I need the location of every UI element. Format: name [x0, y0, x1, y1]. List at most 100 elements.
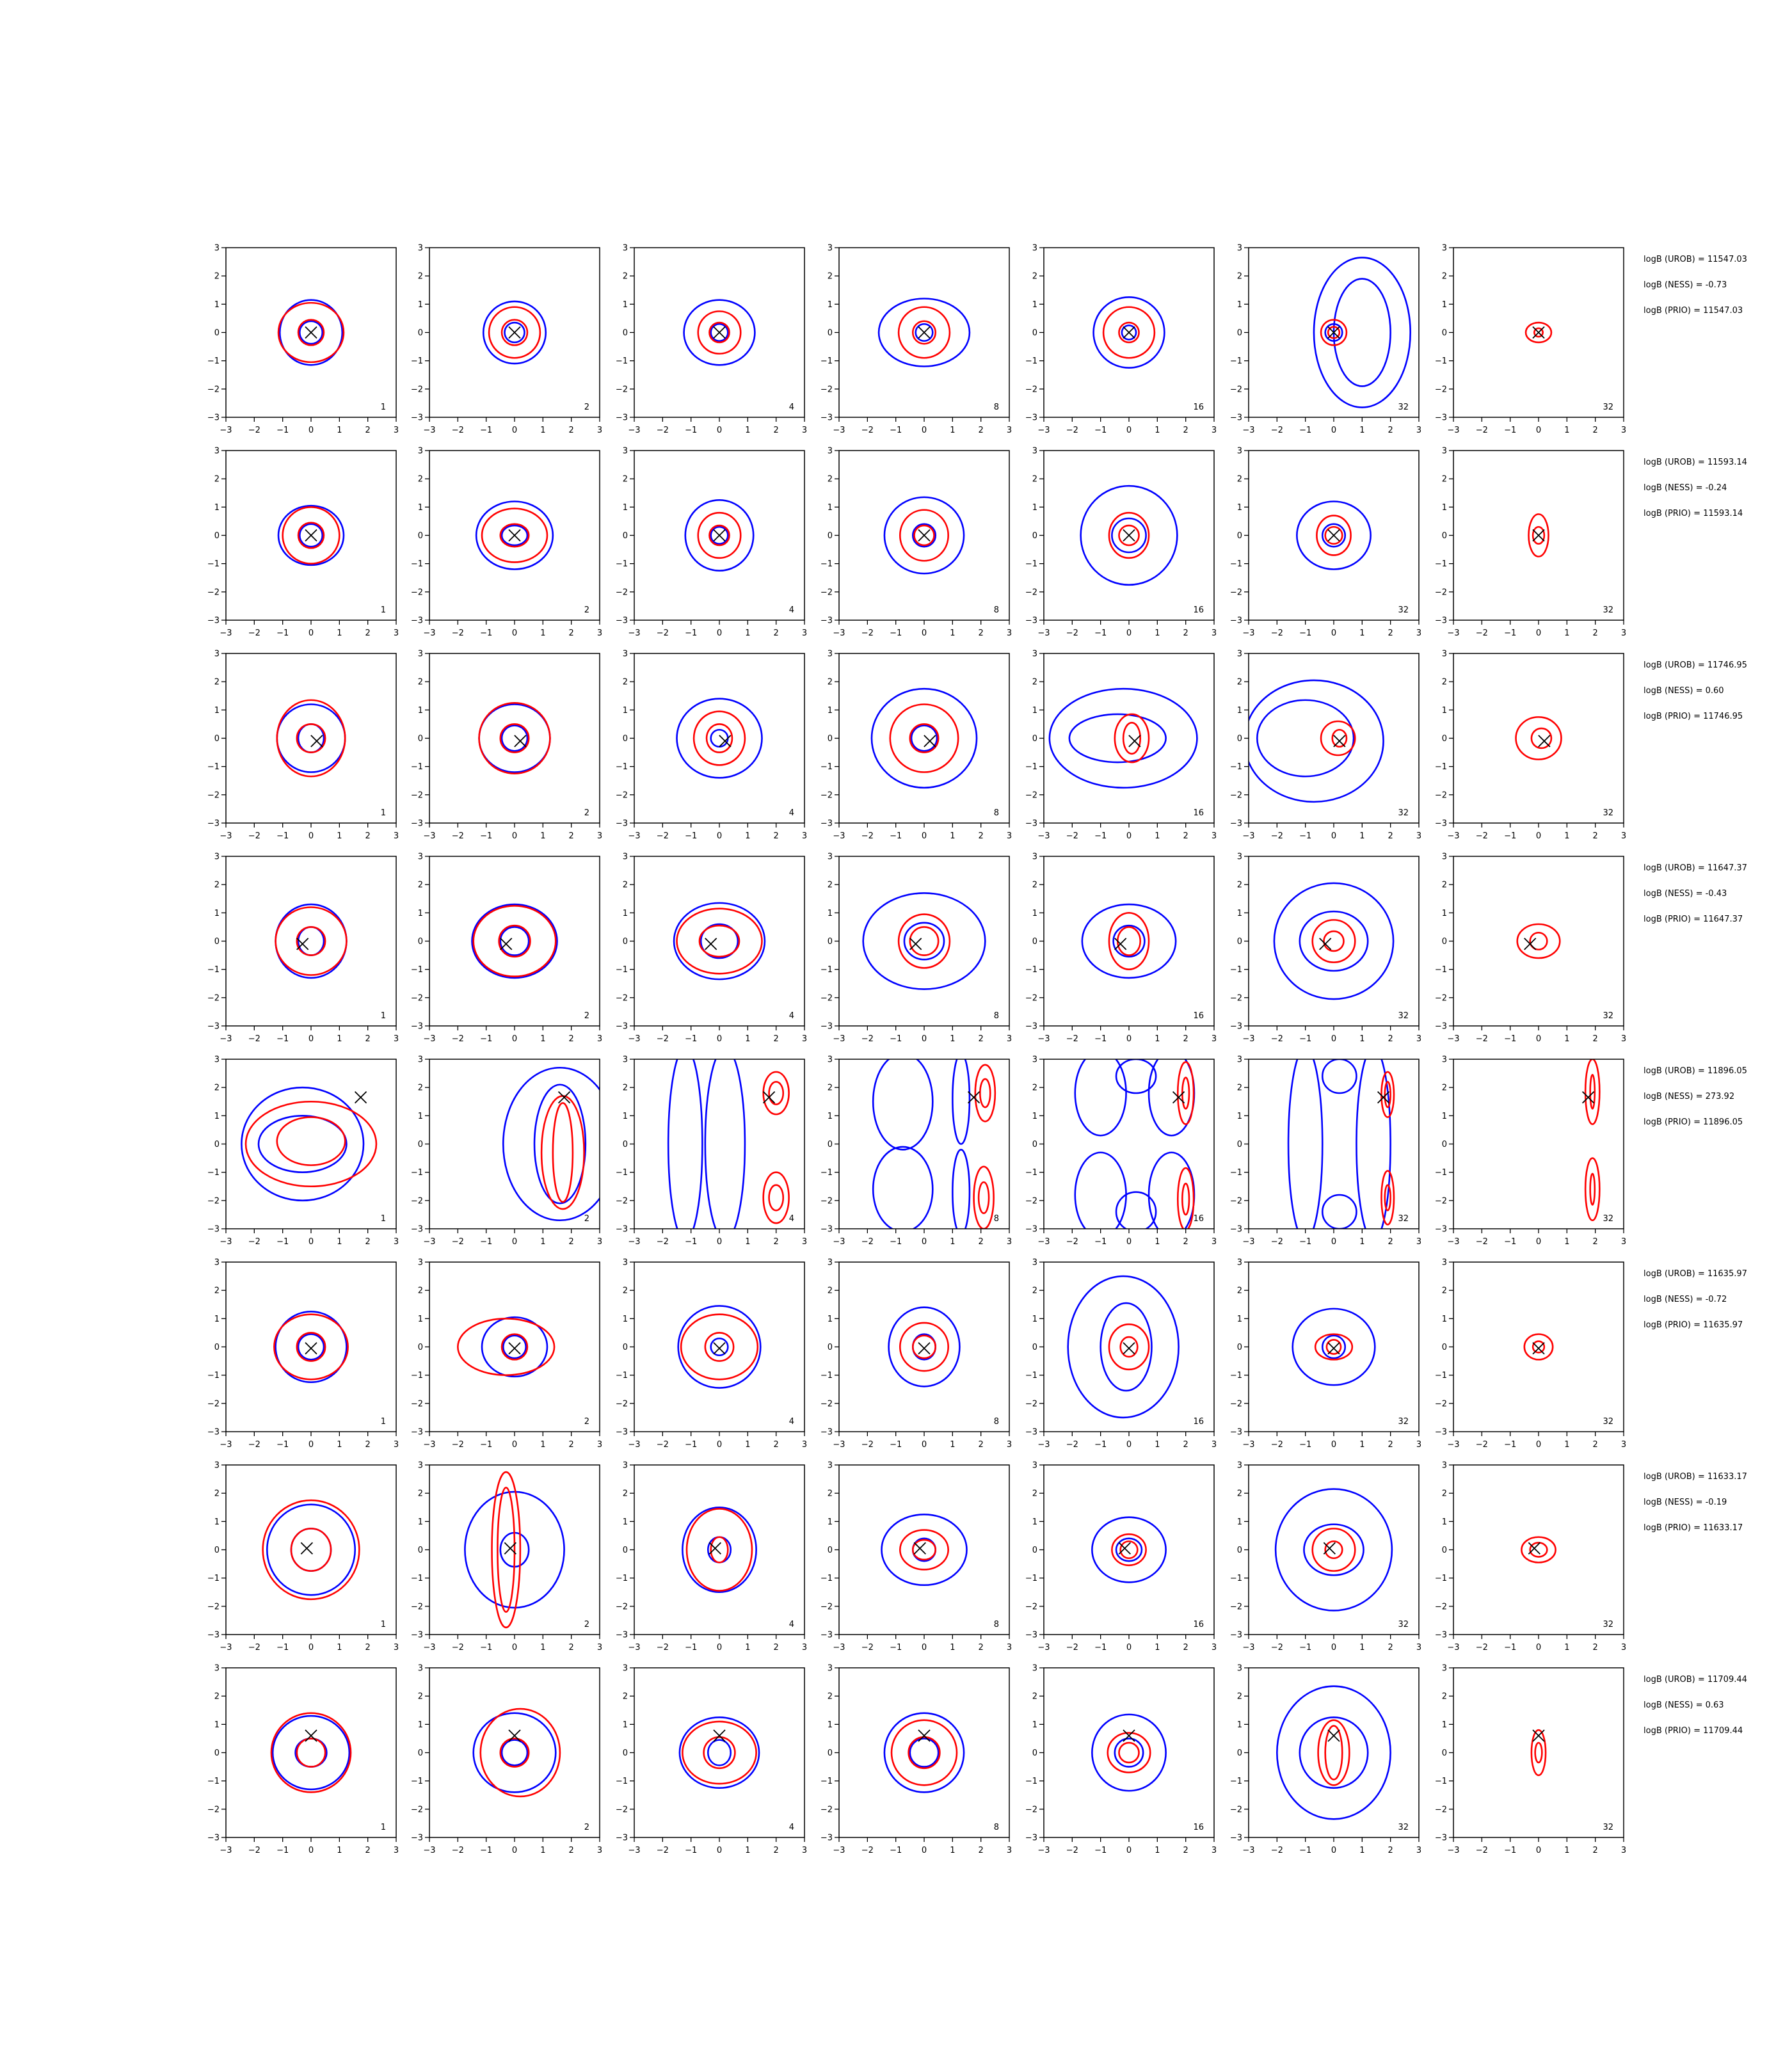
contour-layer — [1067, 1275, 1180, 1419]
y-tick-label: −3 — [820, 1225, 833, 1235]
panel-label: 16 — [1193, 1011, 1204, 1021]
red-contour-2 — [498, 924, 531, 958]
red-contour-1 — [1584, 1059, 1601, 1125]
y-tick-label: −3 — [207, 413, 220, 423]
y-tick-label: −3 — [616, 1225, 628, 1235]
y-tick-label: −1 — [207, 1371, 220, 1380]
contour-layer — [877, 298, 971, 367]
y-tick-label: 0 — [418, 1748, 423, 1758]
x-marker — [305, 1729, 317, 1742]
x-tick-label: 0 — [1536, 1034, 1541, 1044]
x-tick-label: −3 — [1242, 1034, 1254, 1044]
red-contour-2 — [704, 1332, 735, 1362]
x-tick-label: −1 — [685, 1846, 697, 1855]
x-tick-label: −2 — [1476, 426, 1488, 435]
contour-layer — [676, 698, 763, 779]
y-tick-label: −2 — [820, 1399, 833, 1409]
y-tick-label: 3 — [1442, 852, 1447, 862]
y-tick-label: −3 — [616, 1022, 628, 1032]
blue-contour-1 — [877, 298, 971, 367]
y-tick-label: 2 — [1032, 272, 1037, 282]
blue-contour-2 — [257, 1115, 348, 1173]
x-tick-label: 3 — [1212, 1846, 1217, 1855]
y-tick-label: −3 — [1230, 1631, 1242, 1640]
x-marker — [762, 1091, 776, 1104]
x-tick-label: 1 — [1155, 1643, 1160, 1652]
y-tick-label: −2 — [820, 993, 833, 1003]
y-tick-label: 3 — [623, 1664, 628, 1674]
x-tick-label: 1 — [950, 426, 955, 435]
x-tick-label: −1 — [1094, 1643, 1107, 1652]
x-tick-label: −3 — [1447, 1846, 1459, 1855]
x-tick-label: −2 — [861, 831, 874, 841]
x-tick-label: 0 — [1331, 1237, 1336, 1247]
panel-r2-c4: −3−3 −2 −2 −1 −1 0 0 1 1 2 2 3 3 8 — [820, 447, 1012, 639]
panel-r8-c4: −3−3 −2 −2 −1 −1 0 0 1 1 2 2 3 3 8 — [820, 1664, 1012, 1856]
x-tick-label: −2 — [861, 1034, 874, 1044]
y-tick-label: 3 — [1237, 1461, 1242, 1471]
blue-contour-2 — [1299, 1716, 1369, 1789]
y-tick-label: 1 — [418, 300, 423, 310]
y-tick-label: −3 — [411, 1022, 423, 1032]
red-contour-2 — [708, 524, 730, 547]
y-tick-label: 1 — [1237, 503, 1242, 513]
contour-layer — [1581, 1059, 1601, 1222]
panel-r8-c6: −3−3 −2 −2 −1 −1 0 0 1 1 2 2 3 3 32 — [1230, 1664, 1421, 1856]
y-tick-label: 1 — [623, 300, 628, 310]
x-tick-label: −2 — [657, 831, 669, 841]
y-tick-label: 2 — [1237, 1692, 1242, 1702]
x-tick-label: 0 — [1126, 1846, 1132, 1855]
y-tick-label: 0 — [1032, 1748, 1037, 1758]
panel-label: 8 — [994, 1620, 999, 1629]
y-tick-label: −1 — [1230, 762, 1242, 772]
x-tick-label: 2 — [569, 628, 574, 638]
x-marker — [1532, 1342, 1545, 1355]
x-marker — [354, 1091, 367, 1104]
x-tick-label: −2 — [1476, 1846, 1488, 1855]
x-tick-label: 3 — [1212, 1643, 1217, 1652]
red-contour-2 — [499, 523, 530, 548]
x-marker — [1114, 938, 1127, 950]
blue-contour-2 — [502, 1334, 527, 1359]
x-marker — [1532, 529, 1545, 542]
x-tick-label: 0 — [717, 831, 722, 841]
x-marker — [1172, 1091, 1185, 1104]
blue-contour-2 — [1303, 1523, 1364, 1576]
y-tick-label: 1 — [214, 909, 220, 918]
contour-layer — [270, 1712, 352, 1793]
x-tick-label: −3 — [628, 831, 640, 841]
panel-r7-c3: −3−3 −2 −2 −1 −1 0 0 1 1 2 2 3 3 4 — [616, 1461, 807, 1653]
y-tick-label: 0 — [1032, 734, 1037, 744]
y-tick-label: 0 — [1442, 531, 1447, 541]
y-tick-label: −2 — [411, 385, 423, 394]
red-contour-1 — [276, 699, 346, 778]
y-tick-label: 1 — [214, 300, 220, 310]
x-tick-label: −3 — [833, 1643, 845, 1652]
y-tick-label: 3 — [1032, 1664, 1037, 1674]
y-tick-label: 2 — [1237, 272, 1242, 282]
y-tick-label: 3 — [418, 852, 423, 862]
contour-layer — [682, 1506, 757, 1594]
panel-r4-c1: −3−3 −2 −2 −1 −1 0 0 1 1 2 2 3 3 1 — [207, 852, 399, 1044]
y-tick-label: −3 — [207, 1834, 220, 1843]
x-tick-label: 1 — [745, 1643, 750, 1652]
x-tick-label: 1 — [540, 1643, 545, 1652]
x-tick-label: 0 — [512, 426, 517, 435]
red-contour-3 — [762, 1171, 790, 1224]
x-tick-label: −2 — [1476, 1034, 1488, 1044]
y-tick-label: −1 — [616, 762, 628, 772]
x-tick-label: −3 — [220, 831, 232, 841]
blue-contour-2 — [910, 724, 938, 752]
y-tick-label: −1 — [207, 1574, 220, 1583]
x-tick-label: −3 — [1037, 628, 1050, 638]
y-tick-label: 0 — [828, 1546, 833, 1555]
y-tick-label: −3 — [616, 1428, 628, 1437]
y-tick-label: 3 — [1237, 1055, 1242, 1065]
red-contour-2 — [710, 1536, 729, 1564]
y-tick-label: 3 — [214, 244, 220, 253]
y-tick-label: −1 — [1230, 1371, 1242, 1380]
x-marker — [557, 1091, 571, 1104]
red-contour-2 — [1530, 727, 1553, 749]
y-tick-label: −2 — [616, 1399, 628, 1409]
